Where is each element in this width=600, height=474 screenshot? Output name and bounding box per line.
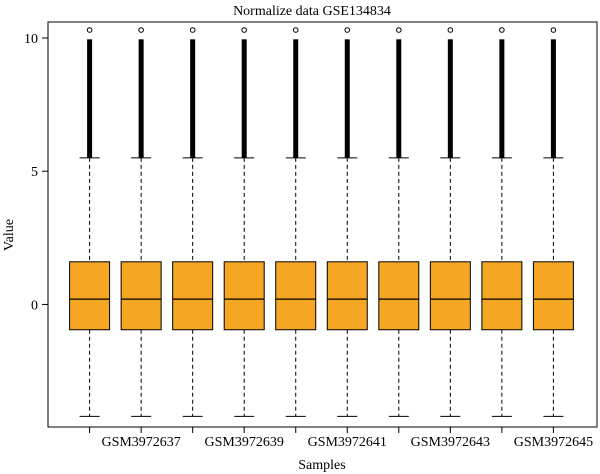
outlier-top-point [86,27,93,33]
x-tick-label: GSM3972637 [101,435,180,450]
box-group [429,27,471,417]
outlier-points [396,39,402,158]
y-axis: 0 5 10 [24,32,48,313]
box-group [120,27,162,417]
box-group [378,27,420,417]
outlier-top-point [189,27,196,33]
outlier-points [190,39,196,158]
outlier-top-point [499,27,505,33]
box-body [172,261,214,331]
outlier-points [447,39,453,158]
box-group [172,27,214,417]
box-group [275,27,317,417]
outlier-top-point [550,27,557,33]
outlier-top-point [344,27,351,33]
y-tick-label: 5 [31,165,38,180]
box-group [481,27,523,417]
plot-frame [47,21,598,428]
x-axis: GSM3972637 GSM3972639 GSM3972641 GSM3972643… [89,427,593,450]
box-group [69,27,111,417]
box-body [223,261,265,331]
box-body [429,261,471,331]
outlier-points [87,39,93,158]
box-group [326,27,368,417]
x-tick-label: GSM3972643 [411,435,490,450]
x-tick-label: GSM3972639 [205,435,284,450]
y-tick-label: 0 [31,298,38,313]
box-body [378,261,420,331]
box-group [223,27,265,417]
box-body [275,261,317,331]
outlier-points [550,39,556,158]
outlier-points [293,39,299,158]
box-body [481,261,523,331]
outlier-points [344,39,350,158]
outlier-top-point [396,27,402,33]
outlier-top-point [447,27,454,33]
x-tick-label: GSM3972641 [308,435,387,450]
y-axis-label: Value [2,219,17,251]
outlier-top-point [138,27,144,33]
box-body [326,261,368,331]
box-body [120,261,162,331]
chart-title: Normalize data GSE134834 [233,4,391,19]
box-group [532,27,574,417]
box-series [69,27,574,417]
outlier-points [241,39,247,158]
box-body [532,261,574,331]
box-body [69,261,111,331]
outlier-top-point [241,27,247,33]
outlier-points [138,39,144,158]
x-axis-label: Samples [298,458,345,473]
outlier-top-point [292,27,299,33]
y-tick-label: 10 [24,32,38,47]
outlier-points [499,39,505,158]
x-tick-label: GSM3972645 [514,435,593,450]
